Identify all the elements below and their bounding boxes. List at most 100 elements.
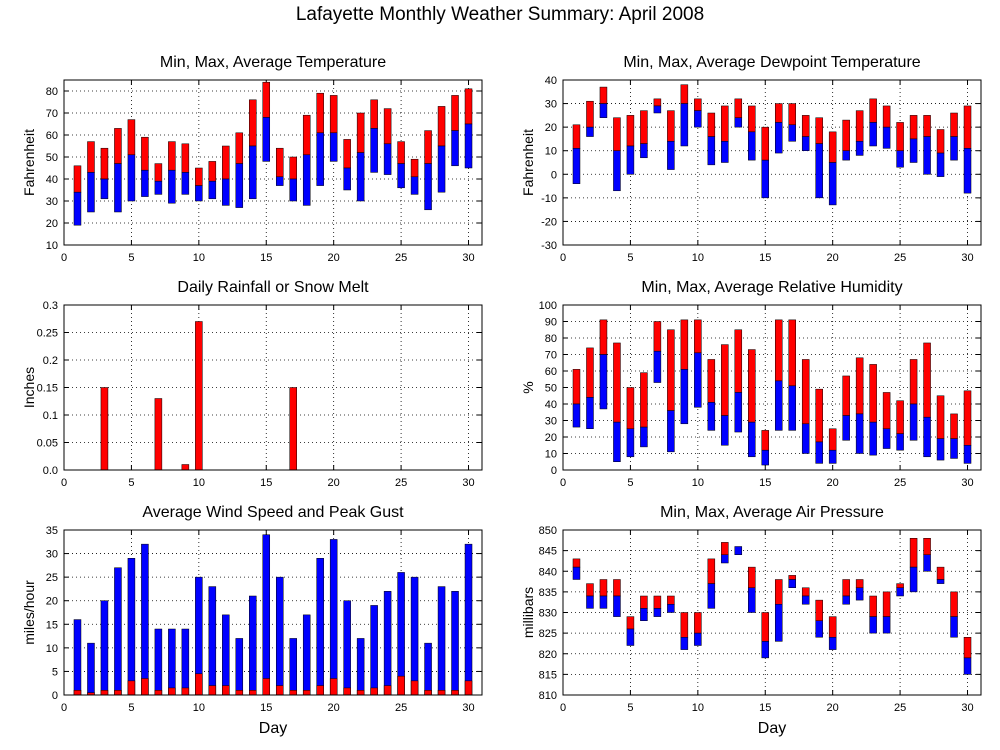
bar-min-segment-day-3 (100, 178, 109, 200)
bar-peak-gust-day-28 (437, 586, 446, 696)
x-tick-label: 0 (61, 477, 67, 489)
bar-max-segment-day-25 (896, 583, 904, 588)
y-axis-label: Fahrenheit (21, 129, 37, 196)
bar-max-segment-day-27 (923, 342, 931, 418)
bar-peak-gust-day-1 (73, 619, 82, 696)
bar-min-segment-day-9 (680, 369, 689, 425)
bar-max-segment-day-12 (721, 105, 729, 142)
y-axis-label: Fahrenheit (520, 129, 536, 196)
bar-max-segment-day-16 (275, 147, 284, 178)
chart-title: Min, Max, Average Temperature (160, 54, 386, 71)
bar-min-segment-day-15 (761, 449, 770, 466)
bar-avg-wind-day-30 (464, 680, 473, 696)
bar-avg-wind-day-28 (437, 690, 446, 696)
bar-min-segment-day-23 (370, 128, 378, 173)
bar-peak-gust-day-22 (356, 638, 365, 696)
bar-min-segment-day-21 (842, 595, 850, 605)
bar-peak-gust-day-24 (383, 591, 392, 696)
bar-max-segment-day-10 (694, 612, 702, 634)
y-tick-label: 0.05 (37, 438, 58, 450)
bar-min-segment-day-27 (923, 416, 931, 458)
bar-max-segment-day-9 (680, 612, 689, 638)
bar-peak-gust-day-3 (100, 600, 109, 696)
bar-avg-wind-day-22 (356, 690, 365, 696)
bar-min-segment-day-2 (586, 595, 594, 609)
bar-min-segment-day-6 (640, 608, 648, 621)
bar-min-segment-day-2 (586, 397, 594, 429)
chart-panel-4: Min, Max, Average Relative Humidity 0 10 20… (520, 279, 982, 489)
bar-peak-gust-day-6 (141, 543, 149, 696)
bar-max-segment-day-25 (896, 400, 904, 434)
bar-max-segment-day-22 (855, 357, 864, 415)
bar-min-segment-day-4 (613, 421, 621, 462)
bar-min-segment-day-30 (963, 148, 972, 194)
bar-max-segment-day-10 (694, 98, 702, 111)
bar-max-segment-day-26 (410, 158, 419, 178)
bar-max-segment-day-3 (100, 147, 109, 180)
bar-max-segment-day-5 (626, 387, 635, 429)
bar-min-segment-day-4 (114, 163, 122, 213)
x-tick-label: 20 (328, 702, 340, 714)
bar-max-segment-day-7 (653, 321, 662, 352)
bar-min-segment-day-25 (896, 587, 904, 597)
x-tick-label: 30 (462, 252, 474, 264)
bar-min-segment-day-17 (788, 124, 796, 142)
bar-avg-wind-day-15 (262, 678, 271, 696)
bar-min-segment-day-10 (694, 632, 702, 646)
bar-avg-wind-day-4 (114, 690, 122, 696)
bar-avg-wind-day-16 (275, 685, 284, 696)
y-tick-label: 825 (539, 628, 557, 640)
bar-max-segment-day-27 (424, 130, 432, 164)
y-tick-label: 10 (545, 449, 557, 461)
bar-min-segment-day-8 (168, 169, 176, 204)
x-axis-label: Day (259, 720, 287, 737)
plot-frame (562, 79, 982, 246)
bar-min-segment-day-5 (127, 154, 136, 202)
x-tick-label: 25 (894, 252, 906, 264)
y-axis-label: Inches (21, 367, 37, 408)
bar-max-segment-day-25 (896, 122, 904, 151)
bar-min-segment-day-18 (801, 595, 810, 605)
y-tick-label: 70 (46, 108, 58, 120)
bar-min-segment-day-12 (222, 178, 230, 206)
bar-min-segment-day-16 (774, 380, 783, 431)
bar-max-segment-day-8 (667, 110, 675, 142)
bar-avg-wind-day-13 (235, 690, 244, 696)
bar-max-segment-day-29 (950, 413, 958, 439)
bar-max-segment-day-20 (828, 428, 837, 451)
bar-max-segment-day-21 (842, 375, 850, 416)
bar-max-segment-day-17 (788, 575, 796, 580)
bar-min-segment-day-24 (882, 616, 891, 634)
x-tick-label: 25 (395, 252, 407, 264)
bar-peak-gust-day-27 (424, 642, 432, 696)
bar-min-segment-day-19 (815, 620, 823, 638)
bar-min-segment-day-16 (774, 122, 783, 154)
bar-max-segment-day-21 (343, 139, 351, 169)
bar-min-segment-day-13 (734, 546, 743, 555)
x-axis-label: Day (758, 720, 786, 737)
bar-max-segment-day-28 (437, 106, 446, 147)
bar-min-segment-day-25 (397, 163, 405, 189)
y-tick-label: 810 (539, 690, 557, 702)
bar-min-segment-day-7 (653, 608, 662, 617)
bar-rain-day-9 (181, 464, 190, 471)
bar-peak-gust-day-9 (181, 628, 190, 696)
bar-min-segment-day-8 (667, 410, 675, 453)
y-tick-label: -20 (541, 216, 557, 228)
x-tick-label: 10 (692, 477, 704, 489)
y-tick-label: 0.25 (37, 328, 58, 340)
y-tick-label: 845 (539, 546, 557, 558)
x-tick-label: 30 (462, 477, 474, 489)
x-tick-label: 15 (260, 477, 272, 489)
bar-max-segment-day-22 (356, 112, 365, 153)
y-tick-label: 50 (545, 383, 557, 395)
bar-peak-gust-day-5 (127, 558, 136, 696)
bar-min-segment-day-26 (909, 566, 918, 593)
bar-max-segment-day-15 (761, 126, 770, 161)
bar-min-segment-day-21 (343, 167, 351, 191)
y-tick-label: 0.3 (43, 300, 58, 312)
bar-min-segment-day-9 (181, 172, 190, 195)
bar-max-segment-day-6 (640, 110, 648, 144)
y-tick-label: 0.15 (37, 383, 58, 395)
x-tick-label: 30 (961, 252, 973, 264)
